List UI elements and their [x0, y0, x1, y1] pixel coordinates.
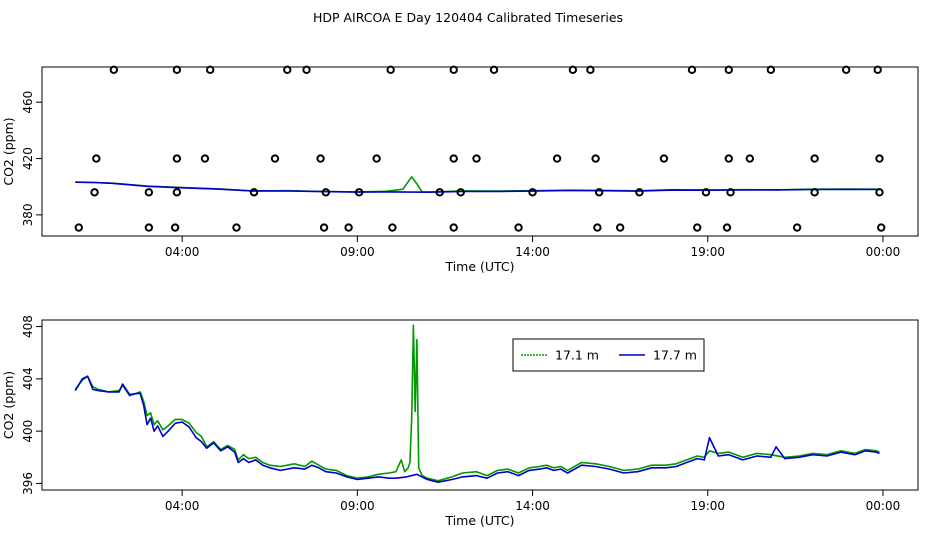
calibration-point — [435, 188, 444, 197]
y-axis-label: CO2 (ppm) — [1, 371, 16, 439]
calibration-point — [701, 188, 711, 197]
calibration-point — [144, 223, 154, 232]
calibration-point — [873, 65, 882, 75]
calibration-point — [449, 223, 458, 232]
calibration-point — [172, 188, 182, 197]
calibration-point — [586, 65, 595, 75]
calibration-point — [232, 223, 241, 232]
legend-box — [512, 338, 705, 372]
calibration-point — [74, 223, 83, 232]
y-tick-label: 404 — [21, 367, 35, 390]
x-tick-label: 00:00 — [866, 499, 901, 513]
series-line-1 — [74, 375, 880, 484]
calibration-point — [841, 65, 851, 75]
calibration-point — [568, 65, 578, 75]
calibration-point — [172, 154, 182, 163]
calibration-point — [724, 65, 733, 75]
legend-label: 17.1 m — [555, 348, 599, 363]
calibration-point — [489, 65, 499, 75]
calibration-point — [726, 188, 735, 197]
calibration-point — [449, 65, 458, 75]
calibration-point — [792, 223, 802, 232]
calibration-point — [205, 65, 215, 75]
calibration-point — [386, 65, 395, 75]
x-tick-label: 04:00 — [165, 499, 200, 513]
calibration-point — [594, 188, 604, 197]
y-tick-label: 396 — [21, 472, 35, 495]
calibration-point — [722, 223, 732, 232]
calibration-point — [372, 154, 381, 163]
calibration-point — [170, 223, 180, 232]
y-tick-label: 380 — [21, 203, 35, 226]
calibration-point — [877, 223, 886, 232]
plot-frame — [41, 66, 919, 237]
calibration-point — [344, 223, 353, 232]
figure-title: HDP AIRCOA E Day 120404 Calibrated Times… — [313, 10, 623, 25]
y-axis-label: CO2 (ppm) — [1, 117, 16, 185]
calibration-point — [615, 223, 625, 232]
series-line-1 — [75, 181, 880, 193]
series-line-0 — [74, 324, 880, 482]
calibration-point — [724, 154, 733, 163]
calibration-point — [635, 188, 644, 197]
calibration-point — [875, 154, 884, 163]
calibration-point — [528, 188, 537, 197]
calibration-point — [766, 65, 776, 75]
calibration-point — [456, 188, 465, 197]
calibration-point — [283, 65, 292, 75]
calibration-point — [388, 223, 397, 232]
calibration-point — [875, 188, 884, 197]
x-axis-label: Time (UTC) — [444, 259, 514, 274]
x-tick-label: 00:00 — [866, 245, 901, 259]
x-tick-label: 09:00 — [340, 245, 375, 259]
calibration-point — [472, 154, 481, 163]
calibration-point — [745, 154, 755, 163]
calibration-point — [514, 223, 523, 232]
y-tick-label: 400 — [21, 420, 35, 443]
calibration-point — [687, 65, 697, 75]
x-axis-label: Time (UTC) — [444, 513, 514, 528]
x-tick-label: 09:00 — [340, 499, 375, 513]
calibration-point — [449, 154, 458, 163]
x-tick-label: 19:00 — [690, 245, 725, 259]
plot-frame — [41, 319, 919, 491]
calibration-point — [810, 188, 819, 197]
calibration-point — [693, 223, 702, 232]
x-tick-label: 04:00 — [165, 245, 200, 259]
calibration-point — [270, 154, 280, 163]
y-tick-label: 420 — [21, 147, 35, 170]
calibration-point — [552, 154, 562, 163]
calibration-point — [92, 154, 101, 163]
calibration-point — [593, 223, 602, 232]
calibration-point — [321, 188, 331, 197]
calibration-point — [354, 188, 364, 197]
calibration-point — [172, 65, 182, 75]
x-tick-label: 14:00 — [515, 245, 550, 259]
calibration-point — [316, 154, 325, 163]
calibration-point — [249, 188, 259, 197]
calibration-point — [659, 154, 669, 163]
y-tick-label: 408 — [21, 315, 35, 338]
calibration-point — [200, 154, 210, 163]
calibration-point — [302, 65, 311, 75]
legend-label: 17.7 m — [653, 348, 697, 363]
calibration-point — [109, 65, 119, 75]
legend: 17.1 m 17.7 m — [512, 338, 705, 372]
x-tick-label: 14:00 — [515, 499, 550, 513]
calibration-point — [90, 188, 99, 197]
x-tick-label: 19:00 — [690, 499, 725, 513]
bottom-panel: 04:00 09:00 14:00 19:00 00:00 396 400 404 408 Tim… — [1, 315, 919, 528]
calibration-point — [144, 188, 154, 197]
y-tick-label: 460 — [21, 91, 35, 114]
calibration-point — [591, 154, 600, 163]
calibration-point — [810, 154, 819, 163]
calibration-point — [319, 223, 329, 232]
top-panel: 04:00 09:00 14:00 19:00 00:00 380 420 460 Time (… — [1, 65, 919, 274]
